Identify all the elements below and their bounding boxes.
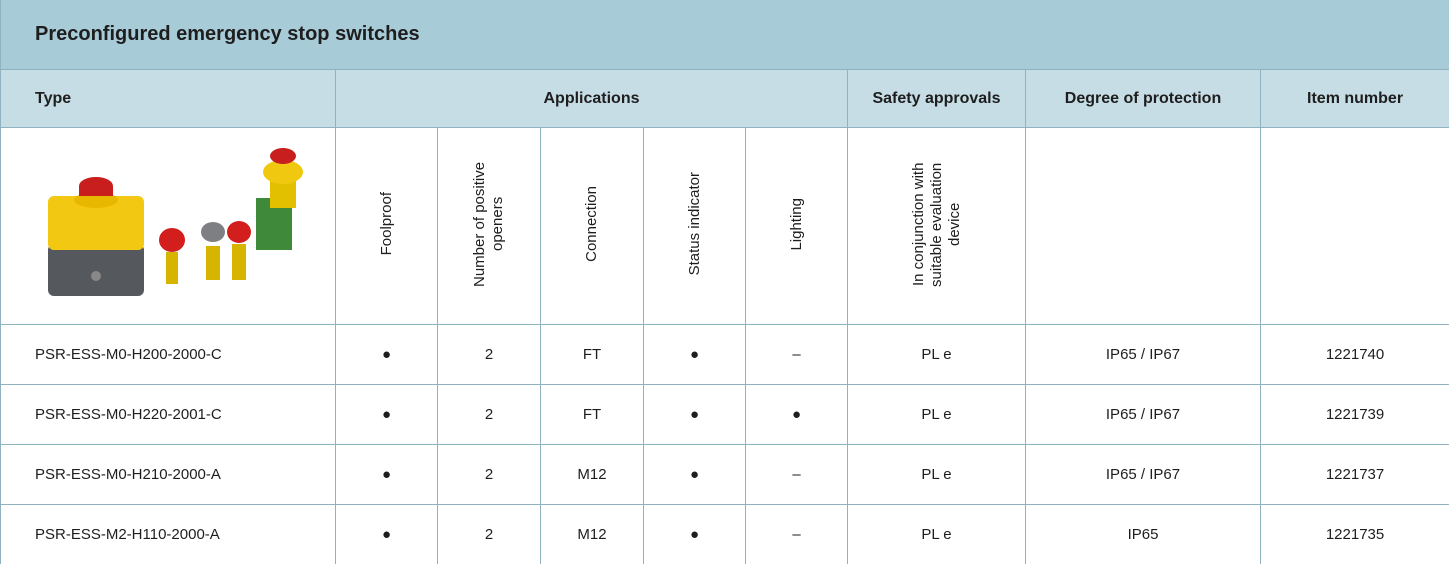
subheader-cell: Status indicator <box>643 127 746 325</box>
type-cell: PSR-ESS-M0-H210-2000-A <box>0 444 336 505</box>
subheader-cell: Number of positive openers <box>437 127 541 325</box>
data-cell: IP65 / IP67 <box>1025 384 1261 445</box>
data-cell: 2 <box>437 324 541 385</box>
subheader-label: Status indicator <box>685 172 703 276</box>
product-image-cell <box>0 127 336 325</box>
data-cell: ● <box>643 384 746 445</box>
data-cell: PL e <box>847 384 1026 445</box>
header-cell: Item number <box>1259 69 1449 128</box>
data-cell: – <box>745 444 848 505</box>
data-cell: ● <box>643 444 746 505</box>
subheader-cell: Lighting <box>745 127 848 325</box>
data-cell: ● <box>335 444 438 505</box>
subheader-label: Foolproof <box>377 192 395 256</box>
data-cell: ● <box>335 504 438 564</box>
data-cell: FT <box>540 324 644 385</box>
data-cell: 1221739 <box>1259 384 1449 445</box>
data-cell: 1221737 <box>1259 444 1449 505</box>
subheader-cell: Connection <box>540 127 644 325</box>
data-cell: ● <box>335 384 438 445</box>
data-cell: ● <box>643 324 746 385</box>
header-row: Type Applications Safety approvals Degre… <box>0 69 1449 128</box>
header-cell: Type <box>0 69 336 128</box>
data-cell: 2 <box>437 504 541 564</box>
subheader-label: Number of positive openers <box>471 161 506 287</box>
data-cell: PL e <box>847 504 1026 564</box>
subheader-row: Foolproof Number of positive openers Con… <box>0 127 1449 325</box>
subheader-label: Lighting <box>787 197 805 251</box>
data-row: PSR-ESS-M0-H220-2001-C ● 2 FT ● ● PL e IP65 / I… <box>0 384 1449 445</box>
header-cell: Degree of protection <box>1025 69 1261 128</box>
type-cell: PSR-ESS-M0-H220-2001-C <box>0 384 336 445</box>
data-cell: IP65 / IP67 <box>1025 324 1261 385</box>
data-cell: – <box>745 504 848 564</box>
data-cell: M12 <box>540 504 644 564</box>
data-cell: PL e <box>847 444 1026 505</box>
empty-cell <box>1259 127 1449 325</box>
table-title: Preconfigured emergency stop switches <box>0 0 1449 70</box>
data-cell: M12 <box>540 444 644 505</box>
data-cell: ● <box>335 324 438 385</box>
data-cell: ● <box>745 384 848 445</box>
subheader-cell: In conjunction with suitable evaluation … <box>847 127 1026 325</box>
subheader-label: In conjunction with suitable evaluation … <box>909 161 963 287</box>
header-cell: Applications <box>335 69 848 128</box>
data-cell: IP65 / IP67 <box>1025 444 1261 505</box>
data-cell: PL e <box>847 324 1026 385</box>
empty-cell <box>1025 127 1261 325</box>
product-image <box>48 148 303 296</box>
data-cell: 1221740 <box>1259 324 1449 385</box>
data-cell: FT <box>540 384 644 445</box>
data-cell: 2 <box>437 444 541 505</box>
subheader-label: Connection <box>583 186 600 262</box>
data-row: PSR-ESS-M0-H210-2000-A ● 2 M12 ● – PL e IP65 / … <box>0 444 1449 505</box>
data-cell: – <box>745 324 848 385</box>
data-cell: IP65 <box>1025 504 1261 564</box>
data-cell: 2 <box>437 384 541 445</box>
header-cell: Safety approvals <box>847 69 1026 128</box>
type-cell: PSR-ESS-M2-H110-2000-A <box>0 504 336 564</box>
title-row: Preconfigured emergency stop switches <box>0 0 1449 70</box>
data-cell: 1221735 <box>1259 504 1449 564</box>
subheader-cell: Foolproof <box>335 127 438 325</box>
data-cell: ● <box>643 504 746 564</box>
type-cell: PSR-ESS-M0-H200-2000-C <box>0 324 336 385</box>
data-row: PSR-ESS-M2-H110-2000-A ● 2 M12 ● – PL e IP65 122… <box>0 504 1449 564</box>
data-row: PSR-ESS-M0-H200-2000-C ● 2 FT ● – PL e IP65 / I… <box>0 324 1449 385</box>
